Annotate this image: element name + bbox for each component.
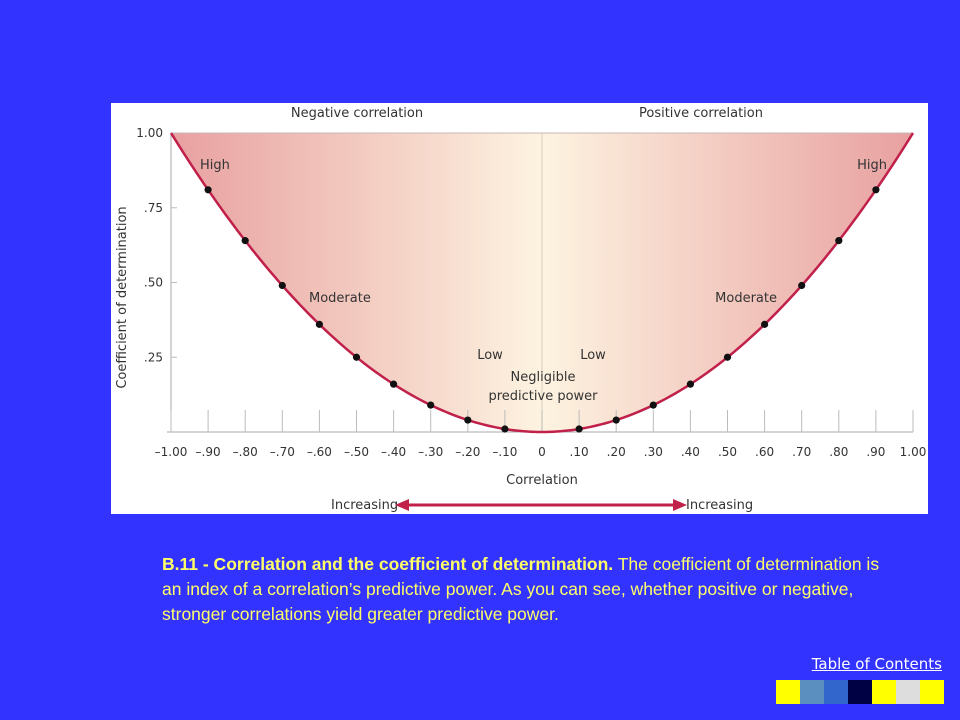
data-point <box>649 401 657 409</box>
x-tick-label: .60 <box>755 445 774 459</box>
x-tick-label: –.80 <box>233 445 258 459</box>
increasing-arrow-left-head <box>395 499 409 511</box>
data-point <box>204 186 212 194</box>
negative-correlation-label: Negative correlation <box>291 106 423 121</box>
table-of-contents-link[interactable]: Table of Contents <box>811 655 942 673</box>
nav-swatch-button[interactable] <box>920 680 944 704</box>
y-tick-label: 1.00 <box>136 126 163 140</box>
nav-color-bar <box>776 680 944 704</box>
nav-swatch-button[interactable] <box>800 680 824 704</box>
x-tick-label: –.70 <box>270 445 295 459</box>
data-point <box>761 320 769 328</box>
x-tick-label: 1.00 <box>900 445 927 459</box>
data-point <box>723 353 732 361</box>
annotation-predictive-power: predictive power <box>488 389 598 404</box>
caption-title: B.11 - Correlation and the coefficient o… <box>162 554 614 574</box>
annotation-moderate-right: Moderate <box>715 291 777 306</box>
x-tick-label: –.50 <box>344 445 369 459</box>
y-tick-label: .75 <box>144 201 163 215</box>
x-tick-label: .10 <box>570 445 589 459</box>
data-point <box>798 281 806 290</box>
data-point <box>575 425 583 433</box>
nav-swatch-button[interactable] <box>776 680 800 704</box>
x-tick-label: –.30 <box>418 445 443 459</box>
determination-curve <box>169 132 915 434</box>
chart-svg: –1.00 –.90 –.80 –.70 –.60 –.50 –.40 –.30 –.20 –.1… <box>115 106 927 513</box>
data-point <box>278 281 286 290</box>
x-tick-label: –1.00 <box>155 445 188 459</box>
data-point <box>501 425 509 433</box>
nav-swatch-button[interactable] <box>872 680 896 704</box>
annotation-moderate-left: Moderate <box>309 291 371 306</box>
nav-swatch-button[interactable] <box>896 680 920 704</box>
x-tick-label: .90 <box>866 445 885 459</box>
annotation-high-left: High <box>200 158 230 173</box>
data-point <box>872 186 880 194</box>
annotation-increasing-right: Increasing <box>686 498 753 513</box>
x-tick-label: –.20 <box>455 445 480 459</box>
nav-swatch-button[interactable] <box>824 680 848 704</box>
nav-swatch-button[interactable] <box>848 680 872 704</box>
data-point <box>464 416 472 424</box>
x-tick-label: –.60 <box>307 445 332 459</box>
annotation-low-left: Low <box>477 348 503 363</box>
chart-figure: –1.00 –.90 –.80 –.70 –.60 –.50 –.40 –.30 –.20 –.1… <box>111 103 928 514</box>
annotation-negligible: Negligible <box>511 370 576 385</box>
positive-correlation-label: Positive correlation <box>639 106 763 121</box>
annotation-increasing-left: Increasing <box>331 498 398 513</box>
data-point <box>241 237 249 245</box>
x-tick-label: .70 <box>792 445 811 459</box>
data-point <box>427 401 435 409</box>
y-axis-label: Coefficient of determination <box>115 206 130 388</box>
y-tick-label: .25 <box>144 350 163 364</box>
data-point <box>390 380 398 388</box>
x-tick-label: 0 <box>538 445 546 459</box>
increasing-arrow-right-head <box>673 499 687 511</box>
data-point <box>352 353 361 361</box>
caption-body: The coefficient of determination is an i… <box>162 554 880 624</box>
figure-caption: B.11 - Correlation and the coefficient o… <box>162 552 892 627</box>
data-point <box>315 320 323 328</box>
annotation-low-right: Low <box>580 348 606 363</box>
data-point <box>686 380 695 388</box>
data-point <box>835 237 843 245</box>
x-axis-label: Correlation <box>506 473 578 488</box>
data-point <box>612 416 620 424</box>
x-tick-label: .20 <box>607 445 626 459</box>
x-tick-label: –.40 <box>381 445 406 459</box>
x-tick-label: –.90 <box>196 445 221 459</box>
x-tick-label: .80 <box>829 445 848 459</box>
x-tick-label: –.10 <box>492 445 517 459</box>
x-tick-label: .50 <box>718 445 737 459</box>
annotation-high-right: High <box>857 158 887 173</box>
x-tick-label: .40 <box>681 445 700 459</box>
x-tick-label: .30 <box>644 445 663 459</box>
y-tick-label: .50 <box>144 276 163 290</box>
